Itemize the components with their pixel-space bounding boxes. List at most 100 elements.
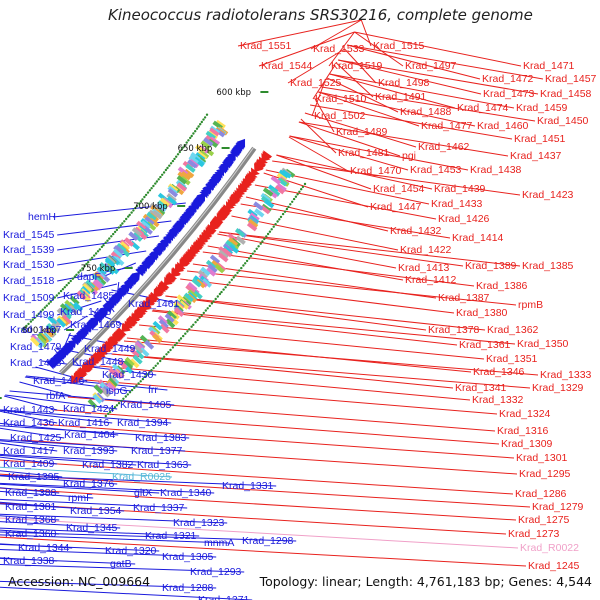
plus-strand-gene-label[interactable]: Krad_1439 [434,183,486,195]
plus-strand-gene-label[interactable]: Krad_1295 [519,468,571,480]
minus-strand-gene-label[interactable]: Krad_1499 [3,309,55,321]
plus-strand-gene-label[interactable]: Krad_1301 [516,452,568,464]
plus-strand-gene-label[interactable]: Krad_1273 [508,528,560,540]
minus-strand-gene-label[interactable]: Krad_1530 [3,259,55,271]
plus-strand-gene-label[interactable]: Krad_1525 [290,77,342,89]
plus-strand-gene-label[interactable]: Krad_1333 [540,369,592,381]
minus-strand-gene-label[interactable]: frr [148,384,158,396]
minus-strand-gene-label[interactable]: Krad_1416 [58,417,110,429]
minus-strand-gene-label[interactable]: Krad_1539 [3,244,55,256]
minus-strand-gene-label[interactable]: Krad_1518 [3,275,55,287]
minus-strand-gene-label[interactable]: mnmA [204,537,234,549]
plus-strand-gene-label[interactable]: Krad_1481 [338,147,390,159]
plus-strand-gene-label[interactable]: Krad_1472 [482,73,534,85]
minus-strand-gene-label[interactable]: Krad_1293 [190,566,242,578]
minus-strand-gene-label[interactable]: Krad_1288 [162,582,214,594]
plus-strand-gene-label[interactable]: Krad_1286 [515,488,567,500]
minus-strand-gene-label[interactable]: Krad_1271 [198,594,250,600]
minus-strand-gene-label[interactable]: Krad_1417 [3,445,55,457]
minus-strand-gene-label[interactable]: gatB [110,558,132,570]
plus-strand-gene-label[interactable]: rpmB [518,299,543,311]
plus-strand-gene-label[interactable]: Krad_1380 [456,307,508,319]
minus-strand-gene-label[interactable]: Krad_1485 [63,290,115,302]
plus-strand-gene-label[interactable]: Krad_1275 [518,514,570,526]
plus-strand-gene-label[interactable]: Krad_1279 [532,501,584,513]
minus-strand-gene-label[interactable]: Krad_1393 [63,445,115,457]
plus-strand-gene-label[interactable]: Krad_1387 [438,292,490,304]
plus-strand-gene-label[interactable]: Krad_1450 [537,115,589,127]
plus-strand-gene-label[interactable]: Krad_1462 [418,141,470,153]
plus-strand-gene-label[interactable]: Krad_1437 [510,150,562,162]
plus-strand-gene-label[interactable]: Krad_1422 [400,244,452,256]
plus-strand-gene-label[interactable]: Krad_1551 [240,40,292,52]
plus-strand-gene-label[interactable]: Krad_1510 [315,93,367,105]
minus-strand-gene-label[interactable]: Krad_1469 [70,319,122,331]
plus-strand-gene-label[interactable]: Krad_1471 [523,60,575,72]
minus-strand-gene-label[interactable]: Krad_1545 [3,229,55,241]
plus-strand-gene-label[interactable]: Krad_1454 [373,183,425,195]
minus-strand-gene-label[interactable]: Krad_1376 [63,478,115,490]
minus-strand-gene-label[interactable]: Krad_1331 [222,480,274,492]
minus-strand-gene-label[interactable]: Krad_1368 [5,514,57,526]
minus-strand-gene-label[interactable]: Krad_1298 [242,535,294,547]
plus-strand-gene-label[interactable]: Krad_R0022 [520,542,579,554]
minus-strand-gene-label[interactable]: Krad_1449 [84,343,136,355]
plus-strand-gene-label[interactable]: Krad_1470 [350,165,402,177]
minus-strand-gene-label[interactable]: Krad_1340 [160,487,212,499]
minus-strand-gene-label[interactable]: Krad_1338 [3,555,55,567]
minus-strand-gene-label[interactable]: Krad_1377 [131,445,183,457]
minus-strand-gene-label[interactable]: Krad_1405 [120,399,172,411]
plus-strand-gene-label[interactable]: Krad_1447 [370,201,422,213]
plus-strand-gene-label[interactable]: Krad_1477 [421,120,473,132]
plus-strand-gene-label[interactable]: Krad_1502 [314,110,366,122]
minus-strand-gene-label[interactable]: Krad_1320 [105,545,157,557]
minus-strand-gene-label[interactable]: ispG [106,385,128,397]
plus-strand-gene-label[interactable]: Krad_1346 [473,366,525,378]
minus-strand-gene-label[interactable]: Krad_1479 [10,341,62,353]
minus-strand-gene-label[interactable]: Krad_1360 [5,528,57,540]
minus-strand-gene-label[interactable]: dapF [77,271,101,283]
minus-strand-gene-label[interactable]: Krad_1305 [162,551,214,563]
minus-strand-gene-label[interactable]: Krad_1480 [60,306,112,318]
minus-strand-gene-label[interactable]: Krad_1468 [10,357,62,369]
plus-strand-gene-label[interactable]: Krad_1361 [459,339,511,351]
plus-strand-gene-label[interactable]: Krad_1544 [261,60,313,72]
minus-strand-gene-label[interactable]: Krad_1323 [173,517,225,529]
minus-strand-gene-label[interactable]: Krad_1461 [128,298,180,310]
plus-strand-gene-label[interactable]: Krad_1378 [428,324,480,336]
plus-strand-gene-label[interactable]: Krad_1438 [470,164,522,176]
minus-strand-gene-label[interactable]: Krad_1430 [102,369,154,381]
minus-strand-gene-label[interactable]: Krad_1436 [3,417,55,429]
plus-strand-gene-label[interactable]: Krad_1458 [540,88,592,100]
plus-strand-gene-label[interactable]: Krad_1497 [405,60,457,72]
minus-strand-gene-label[interactable]: Krad_1354 [70,505,122,517]
minus-strand-gene-label[interactable]: Krad_1443 [3,404,55,416]
minus-strand-gene-label[interactable]: Krad_1363 [137,459,189,471]
plus-strand-gene-label[interactable]: Krad_1533 [313,43,365,55]
plus-strand-gene-label[interactable]: Krad_1498 [378,77,430,89]
minus-strand-gene-label[interactable]: Krad_1344 [18,542,70,554]
plus-strand-gene-label[interactable]: Krad_1451 [514,133,566,145]
minus-strand-gene-label[interactable]: hemH [28,211,56,223]
minus-strand-gene-label[interactable]: Krad_1382 [82,459,134,471]
minus-strand-gene-label[interactable]: rbfA [46,390,65,402]
minus-strand-gene-label[interactable]: gltX [134,487,152,499]
plus-strand-gene-label[interactable]: Krad_1329 [532,382,584,394]
plus-strand-gene-label[interactable]: Krad_1488 [400,106,452,118]
plus-strand-gene-label[interactable]: Krad_1385 [522,260,574,272]
plus-strand-gene-label[interactable]: Krad_1332 [472,394,524,406]
plus-strand-gene-label[interactable]: Krad_1341 [455,382,507,394]
plus-strand-gene-label[interactable]: Krad_1459 [516,102,568,114]
minus-strand-gene-label[interactable]: Krad_1448 [72,356,124,368]
plus-strand-gene-label[interactable]: Krad_1423 [522,189,574,201]
plus-strand-gene-label[interactable]: pgi [402,150,416,162]
minus-strand-gene-label[interactable]: Krad_1487 [10,324,62,336]
minus-strand-gene-label[interactable]: Krad_1321 [145,530,197,542]
plus-strand-gene-label[interactable]: Krad_1414 [452,232,504,244]
plus-strand-gene-label[interactable]: Krad_1515 [373,40,425,52]
minus-strand-gene-label[interactable]: Krad_1404 [64,429,116,441]
plus-strand-gene-label[interactable]: Krad_1519 [331,60,383,72]
plus-strand-gene-label[interactable]: Krad_1309 [501,438,553,450]
plus-strand-gene-label[interactable]: Krad_1426 [438,213,490,225]
plus-strand-gene-label[interactable]: Krad_1489 [336,126,388,138]
